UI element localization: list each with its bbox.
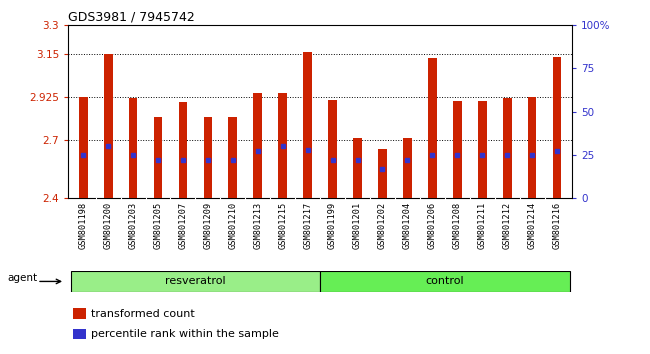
Bar <box>320 271 569 292</box>
Bar <box>528 97 536 198</box>
Text: control: control <box>426 276 464 286</box>
Text: GSM801208: GSM801208 <box>453 202 461 249</box>
Text: GSM801205: GSM801205 <box>153 202 162 249</box>
Text: percentile rank within the sample: percentile rank within the sample <box>91 329 279 339</box>
Text: transformed count: transformed count <box>91 309 194 319</box>
Text: GSM801211: GSM801211 <box>478 202 487 249</box>
Text: resveratrol: resveratrol <box>165 276 226 286</box>
Text: GSM801207: GSM801207 <box>179 202 187 249</box>
Bar <box>153 117 162 198</box>
Bar <box>278 93 287 198</box>
Bar <box>552 57 562 198</box>
Text: GSM801201: GSM801201 <box>353 202 362 249</box>
Bar <box>453 101 461 198</box>
Bar <box>71 271 320 292</box>
Text: GDS3981 / 7945742: GDS3981 / 7945742 <box>68 11 195 24</box>
Text: GSM801204: GSM801204 <box>403 202 412 249</box>
Text: GSM801206: GSM801206 <box>428 202 437 249</box>
Bar <box>403 138 411 198</box>
Bar <box>428 58 437 198</box>
Text: GSM801203: GSM801203 <box>129 202 138 249</box>
Bar <box>104 54 112 198</box>
Bar <box>73 308 86 319</box>
Bar <box>378 149 387 198</box>
Text: GSM801209: GSM801209 <box>203 202 213 249</box>
Bar <box>478 101 487 198</box>
Text: GSM801212: GSM801212 <box>502 202 512 249</box>
Bar <box>229 117 237 198</box>
Text: GSM801215: GSM801215 <box>278 202 287 249</box>
Bar <box>254 93 262 198</box>
Bar <box>179 102 187 198</box>
Bar <box>353 138 362 198</box>
Bar <box>79 97 88 198</box>
Text: GSM801214: GSM801214 <box>528 202 537 249</box>
Text: GSM801200: GSM801200 <box>103 202 112 249</box>
Text: GSM801202: GSM801202 <box>378 202 387 249</box>
Bar <box>203 117 213 198</box>
Bar <box>304 52 312 198</box>
Bar <box>73 329 86 339</box>
Text: GSM801198: GSM801198 <box>79 202 88 249</box>
Text: GSM801216: GSM801216 <box>552 202 562 249</box>
Bar <box>129 98 137 198</box>
Text: GSM801217: GSM801217 <box>303 202 312 249</box>
Text: GSM801210: GSM801210 <box>228 202 237 249</box>
Bar <box>503 98 512 198</box>
Text: agent: agent <box>8 273 38 283</box>
Text: GSM801199: GSM801199 <box>328 202 337 249</box>
Text: GSM801213: GSM801213 <box>254 202 263 249</box>
Bar <box>328 100 337 198</box>
